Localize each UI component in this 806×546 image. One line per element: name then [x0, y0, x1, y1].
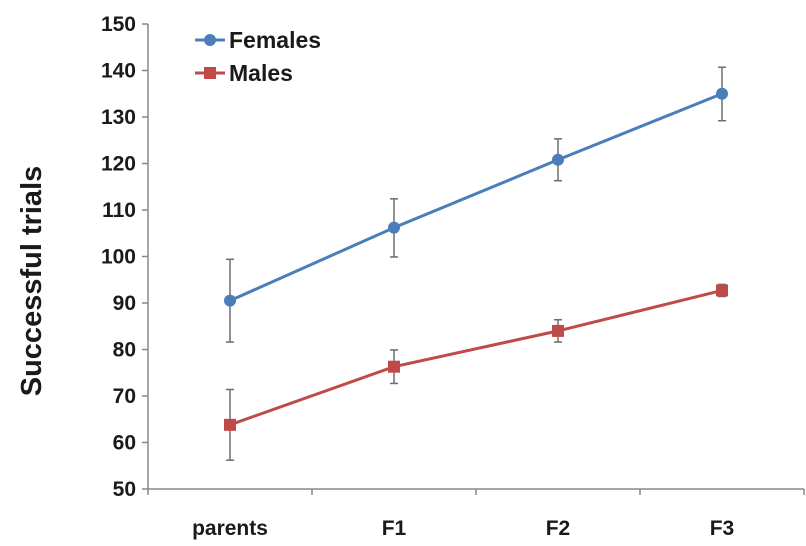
- legend-marker: [204, 34, 216, 46]
- data-point: [224, 418, 236, 431]
- data-point: [388, 221, 400, 234]
- y-tick-label: 70: [113, 385, 136, 408]
- y-axis-label: Successful trials: [16, 166, 48, 397]
- y-tick-label: 50: [113, 478, 136, 501]
- series-line: [229, 288, 723, 427]
- data-point: [224, 294, 236, 307]
- legend-item-females: Females: [195, 27, 321, 53]
- data-point: [716, 87, 728, 100]
- x-tick-label: F2: [546, 517, 571, 540]
- y-tick-label: 110: [102, 199, 136, 222]
- y-tick-label: 140: [101, 60, 136, 83]
- x-tick-label: F1: [382, 517, 407, 540]
- data-point: [388, 360, 400, 373]
- y-tick-label: 130: [101, 106, 136, 129]
- y-tick-label: 120: [101, 153, 136, 176]
- legend-label: Males: [229, 60, 293, 86]
- legend-label: Females: [229, 27, 321, 53]
- chart-legend: Females Males: [195, 27, 321, 86]
- series-males: [224, 283, 728, 461]
- chart-series: [224, 66, 728, 461]
- x-tick-label: F3: [710, 517, 735, 540]
- series-females: [224, 66, 728, 343]
- y-tick-label: 60: [113, 432, 136, 455]
- legend-marker: [204, 67, 216, 79]
- y-tick-label: 90: [113, 292, 136, 315]
- series-line: [229, 92, 723, 303]
- y-tick-label: 100: [101, 246, 136, 269]
- legend-item-males: Males: [195, 60, 293, 86]
- x-tick-label: parents: [192, 517, 268, 540]
- x-axis-ticks: parents F1 F2 F3: [147, 489, 805, 540]
- y-tick-label: 150: [101, 13, 136, 36]
- data-point: [716, 284, 728, 297]
- data-point: [552, 324, 564, 337]
- y-tick-label: 80: [113, 339, 136, 362]
- y-axis-ticks: 50 60 70 80 90 100 110 120 130 140 150: [101, 13, 148, 501]
- data-point: [552, 153, 564, 166]
